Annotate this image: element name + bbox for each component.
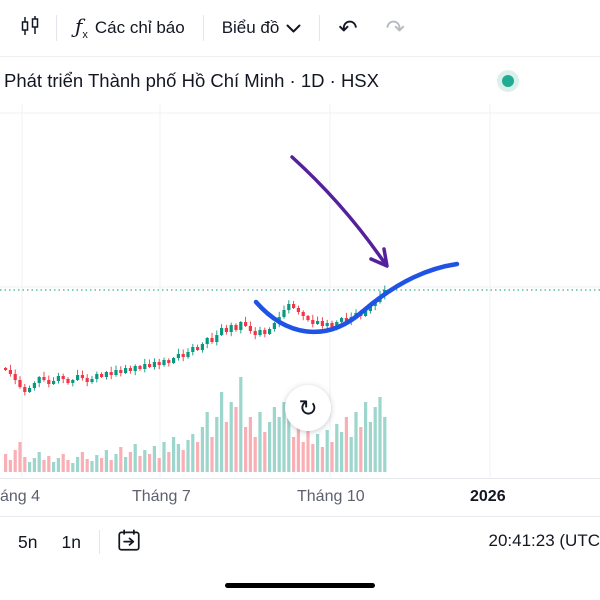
- toolbar-divider: [202, 15, 204, 41]
- candlestick-icon: [18, 14, 42, 43]
- symbol-bar[interactable]: Phát triển Thành phố Hồ Chí Minh · 1D · …: [0, 57, 600, 104]
- redo-button[interactable]: ↷: [372, 8, 419, 48]
- chart-gridlines: [0, 104, 600, 478]
- time-axis[interactable]: áng 4 Tháng 7 Tháng 10 2026: [0, 479, 600, 517]
- go-to-date-button[interactable]: [106, 522, 152, 562]
- time-axis-label: áng 4: [0, 488, 41, 505]
- symbol-title: Phát triển Thành phố Hồ Chí Minh · 1D · …: [4, 69, 379, 91]
- market-status-dot: [502, 75, 514, 87]
- time-axis-label: 2026: [470, 488, 506, 505]
- candlesticks: [4, 285, 387, 396]
- home-indicator[interactable]: [225, 583, 375, 588]
- toolbar-divider: [319, 15, 321, 41]
- bottombar-divider: [98, 530, 100, 554]
- time-axis-label: Tháng 7: [132, 488, 191, 505]
- drawing-arrow-head[interactable]: [369, 247, 389, 268]
- reload-chart-button[interactable]: ↻: [285, 385, 331, 431]
- indicators-label: Các chỉ báo: [94, 18, 185, 37]
- undo-icon: ↶: [338, 14, 358, 41]
- top-toolbar: ƒx Các chỉ báo Biểu đồ ↶ ↷: [0, 0, 600, 57]
- chart-menu-button[interactable]: Biểu đồ: [208, 8, 316, 48]
- redo-icon: ↷: [385, 14, 405, 41]
- chart-menu-label: Biểu đồ: [221, 18, 280, 37]
- interval-button-5n[interactable]: 5n: [6, 526, 49, 559]
- drawing-cup-curve[interactable]: [253, 261, 460, 335]
- clock-timezone-button[interactable]: 20:41:23 (UTC: [483, 530, 600, 552]
- go-to-date-icon: [116, 527, 142, 558]
- bottom-toolbar: 5n 1n 20:41:23 (UTC: [0, 517, 600, 567]
- drawing-arrow-shaft[interactable]: [290, 155, 388, 267]
- volume-bars: [4, 377, 387, 472]
- market-status-halo: [497, 70, 519, 92]
- undo-button[interactable]: ↶: [324, 8, 371, 48]
- chart-type-button[interactable]: [8, 8, 52, 48]
- time-axis-label: Tháng 10: [297, 488, 365, 505]
- fx-indicators-icon: ƒx: [75, 13, 88, 41]
- chevron-down-icon: [286, 18, 301, 38]
- interval-button-1n[interactable]: 1n: [49, 526, 92, 559]
- reload-icon: ↻: [298, 394, 318, 421]
- indicators-button[interactable]: ƒx Các chỉ báo: [61, 8, 199, 48]
- toolbar-divider: [56, 15, 57, 41]
